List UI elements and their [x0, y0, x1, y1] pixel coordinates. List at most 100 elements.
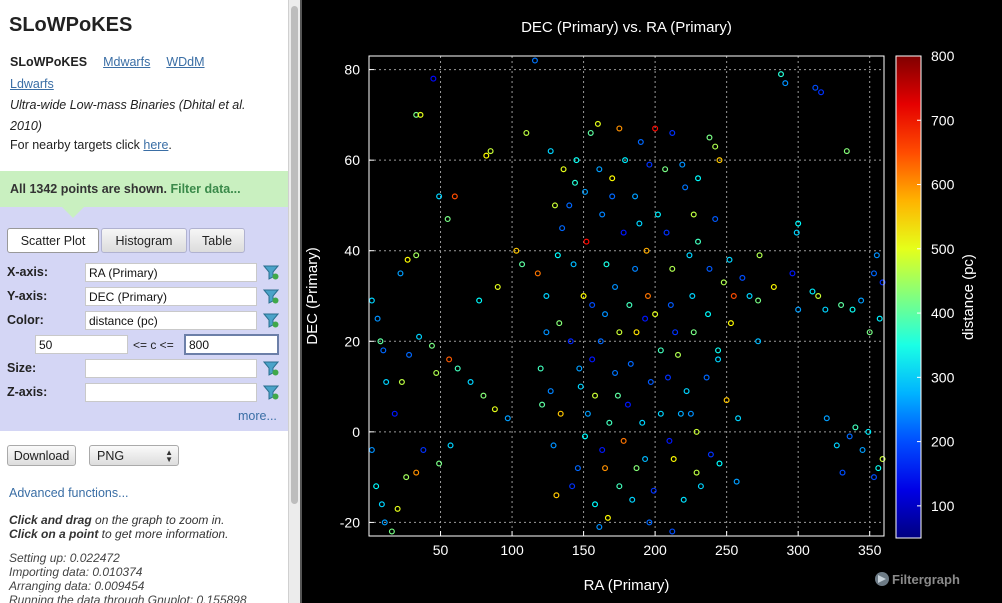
data-point [433, 369, 440, 376]
data-point [614, 392, 621, 399]
data-point [417, 111, 424, 118]
data-point [693, 428, 700, 435]
data-point [627, 360, 634, 367]
data-point [383, 379, 390, 386]
nearby-suffix: . [168, 138, 172, 152]
data-point [679, 161, 686, 168]
data-point [672, 329, 679, 336]
x-tick-label: 350 [858, 542, 882, 558]
data-point [534, 270, 541, 277]
data-point [690, 211, 697, 218]
data-point [550, 442, 557, 449]
data-point [703, 374, 710, 381]
data-point [735, 415, 742, 422]
plot-area[interactable]: DEC (Primary) vs. RA (Primary) 50 100 150 20… [302, 0, 1002, 603]
data-point [664, 374, 671, 381]
format-select[interactable]: PNG ▲ ▼ [89, 445, 179, 466]
data-point [822, 306, 829, 313]
scrollbar-thumb[interactable] [291, 6, 298, 504]
data-point [865, 428, 872, 435]
colorbar-tick-label: 600 [931, 177, 955, 193]
advanced-functions-link[interactable]: Advanced functions... [9, 486, 129, 500]
y-axis-field[interactable]: DEC (Primary) [85, 287, 257, 306]
data-point [633, 329, 640, 336]
data-point [629, 496, 636, 503]
data-point [643, 247, 650, 254]
filter-funnel-icon[interactable] [263, 264, 279, 280]
data-point [494, 283, 501, 290]
data-point [602, 311, 609, 318]
timing-line: Running the data through Gnuplot: 0.1558… [9, 593, 247, 603]
y-tick-label: -20 [340, 514, 360, 530]
data-point [537, 365, 544, 372]
data-point [707, 451, 714, 458]
nav-link-mdwarfs[interactable]: Mdwarfs [103, 55, 151, 69]
data-point [609, 193, 616, 200]
data-point [632, 265, 639, 272]
nearby-link[interactable]: here [143, 138, 169, 152]
data-point [602, 465, 609, 472]
more-options-link[interactable]: more... [238, 409, 277, 423]
tab-scatter-plot[interactable]: Scatter Plot [7, 228, 99, 253]
color-range-max[interactable]: 800 [184, 334, 279, 355]
y-tick-label: 20 [344, 333, 360, 349]
data-point [403, 474, 410, 481]
filtergraph-logo-icon [875, 572, 889, 586]
filter-funnel-icon[interactable] [263, 384, 279, 400]
data-point [398, 379, 405, 386]
sidebar-scrollbar[interactable] [288, 0, 300, 603]
data-point [823, 415, 830, 422]
x-tick-label: 300 [786, 542, 810, 558]
color-field[interactable]: distance (pc) [85, 311, 257, 330]
data-point [380, 347, 387, 354]
data-point [624, 401, 631, 408]
data-point [695, 175, 702, 182]
size-field[interactable] [85, 359, 257, 378]
data-point [599, 211, 606, 218]
data-point [406, 351, 413, 358]
data-point [388, 528, 395, 535]
data-point [876, 315, 883, 322]
data-point [739, 274, 746, 281]
usage-help: Click and drag on the graph to zoom in. … [9, 513, 284, 541]
data-point [693, 469, 700, 476]
data-point [572, 179, 579, 186]
colorbar-tick-label: 500 [931, 241, 955, 257]
nav-link-wddm[interactable]: WDdM [166, 55, 205, 69]
x-tick-label: 150 [572, 542, 596, 558]
tab-histogram[interactable]: Histogram [101, 228, 187, 253]
data-point [606, 419, 613, 426]
filter-data-link[interactable]: Filter data... [170, 182, 241, 196]
data-point [594, 120, 601, 127]
data-point [715, 347, 722, 354]
data-point [381, 519, 388, 526]
scatter-chart[interactable]: DEC (Primary) vs. RA (Primary) 50 100 150 20… [302, 0, 1002, 603]
data-point [480, 392, 487, 399]
x-axis-field[interactable]: RA (Primary) [85, 263, 257, 282]
data-point [666, 437, 673, 444]
color-range-min[interactable]: 50 [35, 335, 128, 354]
download-button[interactable]: Download [7, 445, 76, 466]
nav-link-ldwarfs[interactable]: Ldwarfs [10, 77, 54, 91]
tab-table[interactable]: Table [189, 228, 245, 253]
nearby-note: For nearby targets click here. [10, 138, 172, 152]
panel-divider[interactable] [300, 0, 302, 603]
data-point [597, 338, 604, 345]
data-point [556, 320, 563, 327]
filter-funnel-icon[interactable] [263, 360, 279, 376]
data-point [879, 456, 886, 463]
data-point [716, 460, 723, 467]
colorbar-title: distance (pc) [960, 254, 977, 340]
z-axis-field[interactable] [85, 383, 257, 402]
data-point [632, 193, 639, 200]
data-point [809, 288, 816, 295]
filter-funnel-icon[interactable] [263, 288, 279, 304]
data-point [454, 365, 461, 372]
filter-funnel-icon[interactable] [263, 312, 279, 328]
data-point [576, 365, 583, 372]
data-point [557, 410, 564, 417]
data-point [715, 356, 722, 363]
data-point [504, 415, 511, 422]
filtergraph-logo: Filtergraph [892, 572, 960, 587]
data-point [428, 342, 435, 349]
